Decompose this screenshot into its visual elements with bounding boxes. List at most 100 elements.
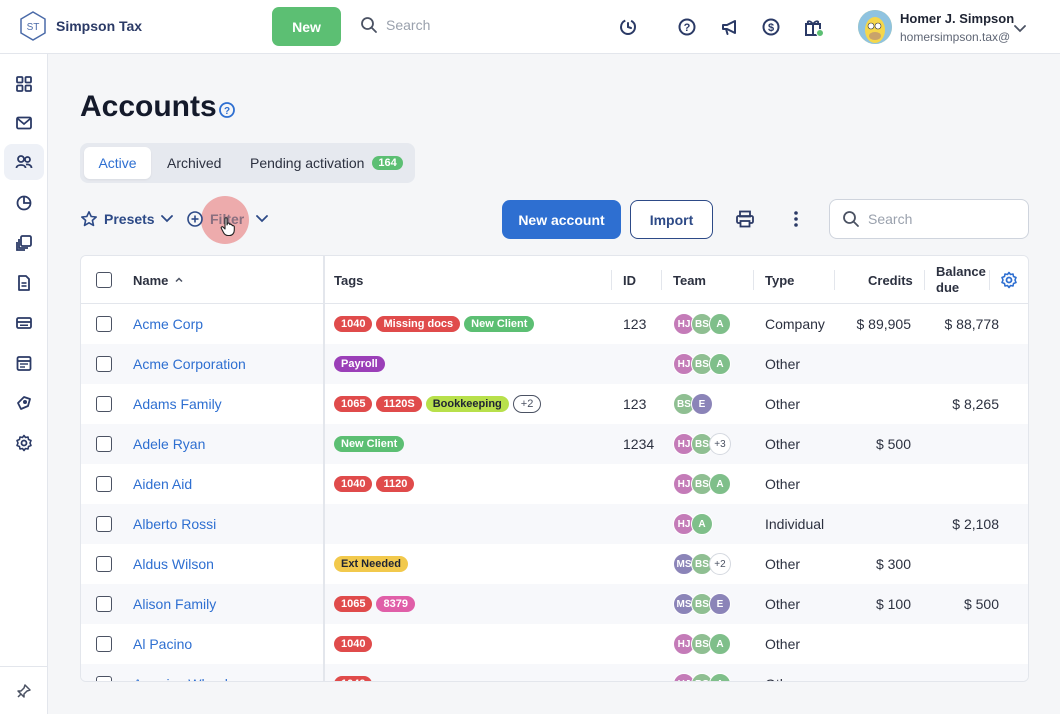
team-member-avatar[interactable]: A [691,513,713,535]
table-row[interactable]: Alison Family 1065 8379 MS BS E Other $ 100 $ 50… [81,584,1028,624]
settings-icon[interactable] [4,425,44,461]
account-name-link[interactable]: Aldus Wilson [133,556,214,572]
column-header-team[interactable]: Team [673,256,706,304]
tab-pending-activation[interactable]: Pending activation 164 [250,147,403,179]
table-row[interactable]: Adele Ryan New Client 1234 HJ BS +3 Other $ 500 [81,424,1028,464]
more-members-badge[interactable]: +2 [709,553,731,575]
checkbox[interactable] [96,556,112,572]
accounts-icon[interactable] [4,144,44,180]
table-row[interactable]: Aldus Wilson Ext Needed MS BS +2 Other $ 300 [81,544,1028,584]
global-search[interactable]: Search [360,16,430,34]
templates-icon[interactable] [4,385,44,421]
team-member-avatar[interactable]: A [709,353,731,375]
column-header-credits[interactable]: Credits [868,256,913,304]
column-header-type[interactable]: Type [765,256,794,304]
select-all-checkbox[interactable] [96,256,112,304]
row-select[interactable] [96,304,112,344]
organizers-icon[interactable] [4,265,44,301]
column-header-tags[interactable]: Tags [334,256,363,304]
presets-dropdown[interactable]: Presets [80,210,173,228]
team-member-avatar[interactable]: MS [673,593,695,615]
checkbox[interactable] [96,436,112,452]
dashboard-icon[interactable] [4,66,44,102]
pin-sidebar-icon[interactable] [0,666,48,714]
team-member-avatar[interactable]: A [709,633,731,655]
gift-icon[interactable] [803,16,825,38]
checkbox[interactable] [96,636,112,652]
tag-badge: Missing docs [376,316,461,332]
team-member-avatar[interactable]: A [709,473,731,495]
team-member-avatar[interactable]: A [709,313,731,335]
account-name-link[interactable]: Americo Wheeler [133,664,240,681]
row-select[interactable] [96,504,112,544]
tab-archived[interactable]: Archived [167,147,221,179]
account-name-link[interactable]: Acme Corp [133,316,204,332]
account-name-link[interactable]: Alberto Rossi [133,516,217,532]
account-name-link[interactable]: Adele Ryan [133,436,206,452]
documents-icon[interactable] [4,225,44,261]
row-select[interactable] [96,624,112,664]
user-avatar[interactable] [858,10,892,44]
megaphone-icon[interactable] [719,16,741,38]
checkbox[interactable] [96,316,112,332]
insights-icon[interactable] [4,185,44,221]
calendar-icon[interactable] [4,345,44,381]
accounts-search[interactable] [829,199,1029,239]
help-icon[interactable]: ? [676,16,698,38]
chevron-down-icon[interactable] [1014,20,1026,38]
column-header-id[interactable]: ID [623,256,636,304]
table-row[interactable]: Alberto Rossi HJ A Individual $ 2,108 [81,504,1028,544]
inbox-icon[interactable] [4,105,44,141]
team-member-avatar[interactable]: HJ [673,313,695,335]
help-icon[interactable]: ? [218,101,236,124]
dollar-icon[interactable]: $ [760,16,782,38]
row-select[interactable] [96,544,112,584]
column-settings-icon[interactable] [1000,256,1018,304]
account-name-link[interactable]: Adams Family [133,396,222,412]
clock-icon[interactable] [617,16,639,38]
account-name-link[interactable]: Acme Corporation [133,356,246,372]
checkbox[interactable] [96,272,112,288]
table-row[interactable]: Aiden Aid 1040 1120 HJ BS A Other [81,464,1028,504]
table-row[interactable]: Acme Corporation Payroll HJ BS A Other [81,344,1028,384]
checkbox[interactable] [96,596,112,612]
team-member-avatar[interactable]: E [709,593,731,615]
new-button[interactable]: New [272,7,341,46]
billing-icon[interactable] [4,305,44,341]
row-select[interactable] [96,344,112,384]
import-button[interactable]: Import [630,200,713,239]
row-select[interactable] [96,384,112,424]
row-select[interactable] [96,424,112,464]
account-name-link[interactable]: Alison Family [133,596,217,612]
table-row[interactable]: Acme Corp 1040 Missing docs New Client 123 HJ… [81,304,1028,344]
team-member-avatar[interactable]: E [691,393,713,415]
new-account-button[interactable]: New account [502,200,621,239]
checkbox[interactable] [96,516,112,532]
tab-active[interactable]: Active [84,147,151,179]
team-member-avatar[interactable]: A [709,673,731,681]
search-input[interactable] [868,211,1008,227]
team-member-avatar[interactable]: HJ [673,473,695,495]
row-select[interactable] [96,464,112,504]
row-select[interactable] [96,664,112,681]
table-row[interactable]: Al Pacino 1040 HJ BS A Other [81,624,1028,664]
user-email: homersimpson.tax@ [900,30,1011,44]
table-row[interactable]: Adams Family 1065 1120S Bookkeeping +2 123 BS E… [81,384,1028,424]
print-icon[interactable] [735,209,755,234]
chevron-down-icon [256,215,269,223]
account-name-link[interactable]: Aiden Aid [133,476,193,492]
checkbox[interactable] [96,356,112,372]
account-name-link[interactable]: Al Pacino [133,636,193,652]
column-header-balance-due[interactable]: Balance due [936,256,986,304]
checkbox[interactable] [96,476,112,492]
logo-icon[interactable]: ST [18,11,48,41]
more-tags-badge[interactable]: +2 [512,395,542,413]
more-vertical-icon[interactable] [790,209,802,234]
column-header-name[interactable]: Name [133,256,184,304]
checkbox[interactable] [96,676,112,681]
more-members-badge[interactable]: +3 [709,433,731,455]
checkbox[interactable] [96,396,112,412]
row-select[interactable] [96,584,112,624]
team-member-avatar[interactable]: HJ [673,513,695,535]
